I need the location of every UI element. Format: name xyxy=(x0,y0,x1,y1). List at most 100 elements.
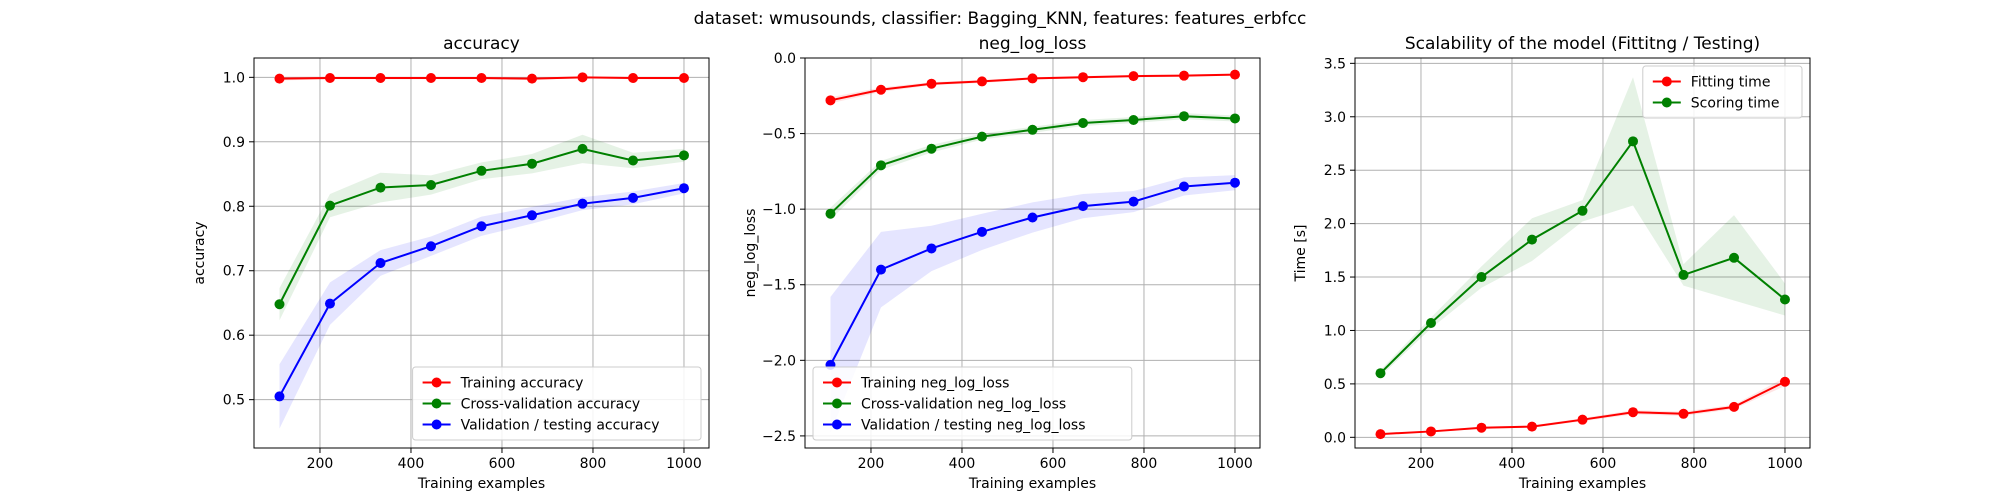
legend-box xyxy=(812,366,1133,441)
data-point xyxy=(1027,73,1038,84)
y-tick-label: −1.0 xyxy=(762,202,796,218)
data-point xyxy=(1128,71,1139,82)
data-point xyxy=(825,95,836,106)
legend-item: Scoring time xyxy=(1652,96,1780,112)
data-point xyxy=(1425,317,1436,328)
legend-label: Validation / testing neg_log_loss xyxy=(861,418,1086,434)
y-tick-label: −0.5 xyxy=(762,127,796,143)
legend-marker xyxy=(431,419,442,430)
legend-item: Training neg_log_loss xyxy=(823,376,1009,392)
legend-marker xyxy=(832,398,842,409)
data-point xyxy=(875,160,886,171)
y-tick-label: 0.0 xyxy=(1324,430,1346,446)
series-line-1 xyxy=(1380,380,1786,436)
x-tick-label: 200 xyxy=(307,456,334,472)
data-point xyxy=(324,298,335,309)
y-axis-label: neg_log_loss xyxy=(743,209,759,298)
y-axis-label: accuracy xyxy=(192,221,208,284)
data-point xyxy=(1027,212,1038,223)
x-tick-label: 200 xyxy=(858,456,885,472)
data-point xyxy=(1128,196,1139,207)
data-point xyxy=(976,226,987,237)
data-point xyxy=(628,72,639,83)
legend: Fitting time Scoring time xyxy=(1642,65,1803,119)
data-point xyxy=(1229,177,1240,188)
legend-label: Scoring time xyxy=(1691,96,1780,112)
chart-1: 200 400 600 800 1000 0.5 0.6 0.7 0.8 0.9 1.0 accura… xyxy=(192,34,710,492)
data-point xyxy=(476,221,487,232)
legend-item: Cross-validation accuracy xyxy=(422,397,641,413)
data-point xyxy=(577,72,588,83)
y-tick-label: 0.5 xyxy=(1324,377,1346,393)
data-point xyxy=(1628,136,1639,147)
data-point xyxy=(1425,426,1436,437)
legend-box xyxy=(412,366,702,441)
y-tick-label: 0.0 xyxy=(774,51,796,67)
data-point xyxy=(1779,294,1790,305)
data-point xyxy=(678,183,689,194)
data-point xyxy=(1729,252,1740,263)
data-point xyxy=(926,143,937,154)
chart-3: 200 400 600 800 1000 0.0 0.5 1.0 1.5 2.0 2.5 3.0 3.5… xyxy=(1293,34,1811,492)
legend-marker xyxy=(431,377,442,388)
data-point xyxy=(476,72,487,83)
legend-item: Training accuracy xyxy=(422,376,584,392)
data-point xyxy=(324,72,335,83)
y-axis-label: Time [s] xyxy=(1293,225,1309,283)
data-point xyxy=(926,243,937,254)
data-point xyxy=(1678,408,1689,419)
x-tick-label: 600 xyxy=(1590,456,1617,472)
axes-frame xyxy=(1354,57,1811,449)
data-point xyxy=(527,73,538,84)
legend-label: Cross-validation accuracy xyxy=(461,397,641,413)
data-point xyxy=(425,241,436,252)
data-point xyxy=(577,143,588,154)
legend-label: Fitting time xyxy=(1691,75,1771,91)
data-point xyxy=(1078,118,1089,128)
std-band-1 xyxy=(1380,377,1785,435)
legend-marker xyxy=(1661,97,1672,108)
std-band-3 xyxy=(279,183,684,429)
data-point xyxy=(274,391,285,402)
axes-frame xyxy=(253,57,710,449)
data-point xyxy=(926,78,937,89)
x-axis-label: Training examples xyxy=(417,476,545,492)
data-point xyxy=(1678,269,1689,280)
x-tick-label: 800 xyxy=(1131,456,1158,472)
x-axis-label: Training examples xyxy=(968,476,1096,492)
data-point xyxy=(1577,414,1588,425)
y-tick-label: 0.5 xyxy=(223,393,245,409)
data-point xyxy=(274,73,285,84)
data-point xyxy=(1476,422,1487,433)
y-tick-label: −1.5 xyxy=(762,278,796,294)
data-point xyxy=(274,299,285,310)
figure-suptitle: dataset: wmusounds, classifier: Bagging_… xyxy=(694,9,1307,29)
legend: Training accuracy Cross-validation accura… xyxy=(412,366,702,441)
data-point xyxy=(976,76,987,87)
legend-box xyxy=(1642,65,1803,119)
data-point xyxy=(1078,201,1089,212)
chart-title: accuracy xyxy=(443,34,520,54)
axes-frame xyxy=(804,57,1261,449)
data-point xyxy=(1078,72,1089,83)
data-point xyxy=(1027,124,1038,135)
y-tick-label: 3.5 xyxy=(1324,56,1346,72)
y-tick-label: 1.5 xyxy=(1324,270,1346,286)
data-point xyxy=(375,257,386,268)
y-tick-label: 2.0 xyxy=(1324,217,1346,233)
legend-label: Cross-validation neg_log_loss xyxy=(861,397,1066,413)
y-tick-label: 0.8 xyxy=(223,199,245,215)
data-point xyxy=(1577,205,1588,216)
x-tick-label: 400 xyxy=(1499,456,1526,472)
y-tick-label: 1.0 xyxy=(223,70,245,86)
data-point xyxy=(875,264,886,275)
legend-label: Training accuracy xyxy=(460,376,584,392)
x-tick-label: 600 xyxy=(1040,456,1067,472)
chart-2: 200 400 600 800 1000 −2.5 −2.0 −1.5 −1.0 −0.5 0.0 n… xyxy=(743,34,1261,492)
y-tick-label: 0.7 xyxy=(223,264,245,280)
data-point xyxy=(678,72,689,83)
y-tick-label: 1.0 xyxy=(1324,323,1346,339)
x-tick-label: 1000 xyxy=(1767,456,1803,472)
